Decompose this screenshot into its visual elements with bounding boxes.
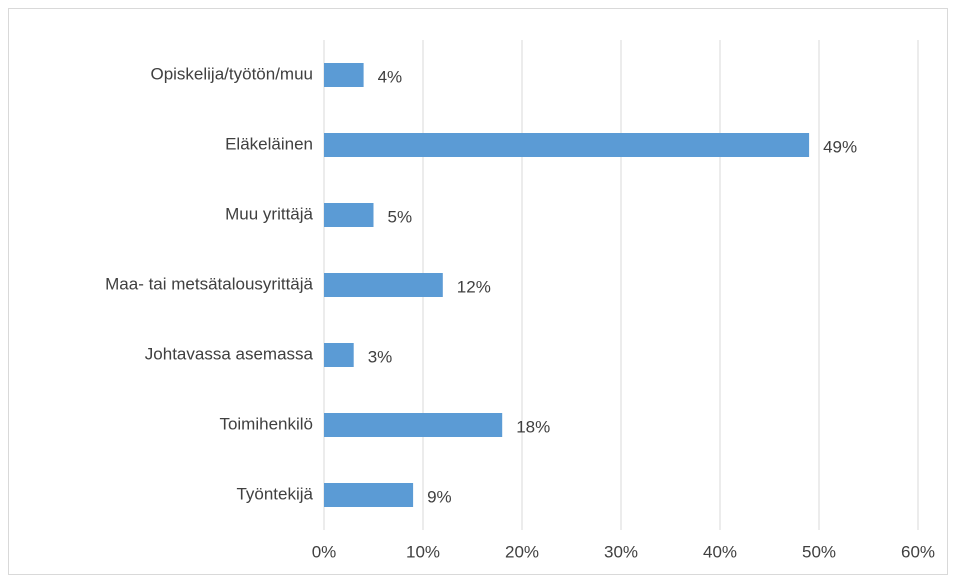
bar bbox=[324, 133, 810, 157]
x-tick-label: 30% bbox=[604, 542, 638, 561]
bar bbox=[324, 63, 364, 87]
y-tick-label: Muu yrittäjä bbox=[225, 204, 313, 223]
bar bbox=[324, 483, 414, 507]
x-tick-label: 40% bbox=[703, 542, 737, 561]
y-tick-label: Toimihenkilö bbox=[219, 414, 313, 433]
bar bbox=[324, 343, 354, 367]
value-label: 4% bbox=[378, 67, 403, 86]
y-tick-label: Työntekijä bbox=[236, 484, 313, 503]
y-tick-label: Opiskelija/työtön/muu bbox=[150, 64, 313, 83]
value-label: 9% bbox=[427, 487, 452, 506]
x-tick-label: 10% bbox=[406, 542, 440, 561]
y-tick-label: Maa- tai metsätalousyrittäjä bbox=[105, 274, 313, 293]
x-tick-label: 0% bbox=[312, 542, 337, 561]
value-label: 5% bbox=[388, 207, 413, 226]
y-tick-label: Eläkeläinen bbox=[225, 134, 313, 153]
x-tick-label: 20% bbox=[505, 542, 539, 561]
value-label: 18% bbox=[516, 417, 550, 436]
value-label: 49% bbox=[823, 137, 857, 156]
x-tick-label: 60% bbox=[901, 542, 935, 561]
y-tick-label: Johtavassa asemassa bbox=[145, 344, 314, 363]
bar bbox=[324, 413, 503, 437]
bar bbox=[324, 203, 374, 227]
chart-frame bbox=[8, 8, 948, 575]
x-tick-label: 50% bbox=[802, 542, 836, 561]
value-label: 12% bbox=[457, 277, 491, 296]
bar bbox=[324, 273, 443, 297]
value-label: 3% bbox=[368, 347, 393, 366]
